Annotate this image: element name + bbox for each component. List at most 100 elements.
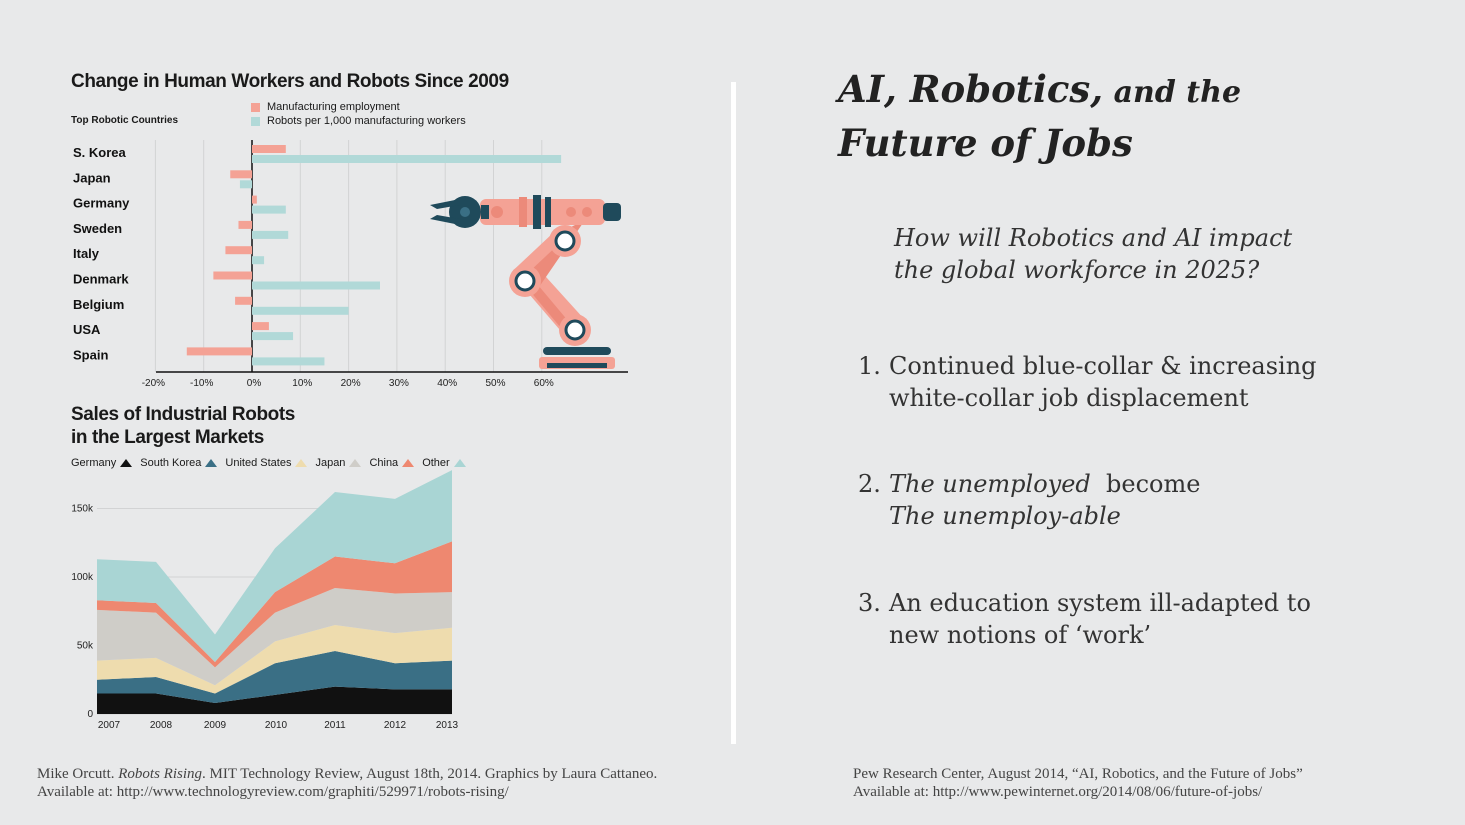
bar-robots-per-1-000-manufacturing-workers-spain (252, 357, 325, 366)
citation-right-line1: Pew Research Center, August 2014, “AI, R… (853, 766, 1303, 782)
point-2-line2: The unemploy-able (889, 502, 1121, 530)
point-1-line2: white-collar job displacement (889, 384, 1249, 412)
citation-left-author: Mike Orcutt. (37, 766, 119, 782)
legend-swatch-china (402, 459, 415, 467)
x-tick-label: 0% (247, 378, 262, 389)
legend-label-robots: Robots per 1,000 manufacturing workers (267, 115, 466, 127)
area-japan (97, 587, 452, 686)
legend-item-employment: Manufacturing employment (251, 101, 466, 113)
chart2-legend: Germany South Korea United States Japan … (71, 457, 474, 469)
citation-right: Pew Research Center, August 2014, “AI, R… (853, 765, 1303, 801)
legend-label-employment: Manufacturing employment (267, 101, 400, 113)
citation-left-line1: Mike Orcutt. Robots Rising. MIT Technolo… (37, 765, 657, 783)
bar-robots-per-1-000-manufacturing-workers-denmark (252, 281, 380, 290)
x-tick-label: 60% (534, 378, 554, 389)
chart2-title-line2: in the Largest Markets (71, 427, 264, 448)
x-tick-label: 2010 (265, 720, 288, 731)
category-label-sweden: Sweden (73, 221, 122, 236)
bar-manufacturing-employment-japan (230, 170, 252, 179)
point-1-line1: Continued blue-collar & increasing (889, 352, 1317, 380)
legend-label-china: China (369, 457, 399, 469)
point-1-number: 1. (858, 352, 881, 380)
point-3-text: An education system ill-adapted to new n… (889, 587, 1311, 651)
category-label-germany: Germany (73, 196, 130, 211)
legend-label-germany: Germany (71, 457, 117, 469)
category-label-usa: USA (73, 322, 101, 337)
bar-robots-per-1-000-manufacturing-workers-s-korea (252, 155, 562, 163)
bar-manufacturing-employment-belgium (235, 296, 252, 305)
bar-manufacturing-employment-denmark (213, 271, 252, 280)
x-tick-label: 30% (389, 378, 409, 389)
human-workers-robots-bar-chart: -20% -10% 0% 10% 20% 30% 40% 50% 60% S. Korea Japa… (73, 140, 628, 389)
bar-robots-per-1-000-manufacturing-workers-belgium (252, 306, 349, 315)
legend-label-south-korea: South Korea (140, 457, 202, 469)
legend-swatch-other (453, 459, 466, 467)
slide-question: How will Robotics and AI impact the glob… (894, 222, 1292, 286)
x-tick-label: -10% (190, 378, 213, 389)
citation-left-line2: Available at: http://www.technologyrevie… (37, 784, 509, 800)
bar-robots-per-1-000-manufacturing-workers-germany (252, 205, 286, 214)
x-tick-label: 40% (437, 378, 457, 389)
chart1-subtitle: Top Robotic Countries (71, 115, 179, 126)
bar-robots-per-1-000-manufacturing-workers-usa (252, 332, 294, 341)
legend-label-other: Other (422, 457, 450, 469)
legend-label-united-states: United States (225, 457, 292, 469)
bar-robots-per-1-000-manufacturing-workers-sweden (252, 230, 289, 239)
citation-left-rest: . MIT Technology Review, August 18th, 20… (202, 766, 658, 782)
legend-label-japan: Japan (315, 457, 346, 469)
legend-item-japan: Japan (315, 457, 362, 469)
point-2-rest: become (1098, 470, 1201, 498)
x-tick-label: 2009 (204, 720, 227, 731)
robot-arm-icon (430, 195, 621, 369)
bar-manufacturing-employment-usa (252, 322, 269, 331)
point-3-number: 3. (858, 589, 881, 617)
slide-title-line1: AI, Robotics, and the (838, 66, 1241, 120)
citation-left-work: Robots Rising (118, 766, 202, 782)
question-line2: the global workforce in 2025? (894, 256, 1260, 284)
bar-manufacturing-employment-sweden (238, 220, 252, 229)
category-label-denmark: Denmark (73, 272, 129, 287)
legend-item-germany: Germany (71, 457, 133, 469)
chart1-title: Change in Human Workers and Robots Since… (71, 71, 509, 92)
slide-title-small: and the (1103, 75, 1242, 110)
legend-swatch-robots (251, 116, 260, 126)
x-tick-label: 10% (292, 378, 312, 389)
legend-item-other: Other (422, 457, 466, 469)
area-united-states (97, 624, 452, 694)
point-2-italic: The unemployed (889, 470, 1099, 498)
citation-left: Mike Orcutt. Robots Rising. MIT Technolo… (37, 765, 657, 801)
bar-robots-per-1-000-manufacturing-workers-italy (252, 256, 265, 265)
category-label-japan: Japan (73, 170, 111, 185)
category-label-s-korea: S. Korea (73, 145, 127, 160)
slide-title: AI, Robotics, and the Future of Jobs (838, 66, 1241, 166)
legend-item-united-states: United States (225, 457, 308, 469)
point-2-line1: The unemployed become (889, 468, 1200, 500)
x-tick-label: 2007 (98, 720, 121, 731)
legend-swatch-south-korea (205, 459, 218, 467)
y-tick-label: 100k (71, 572, 94, 583)
point-3-line2: new notions of ‘work’ (889, 621, 1152, 649)
chart2-title: Sales of Industrial Robots in the Larges… (71, 403, 295, 449)
x-tick-label: 2008 (150, 720, 173, 731)
y-tick-label: 0 (87, 709, 93, 720)
category-label-italy: Italy (73, 246, 100, 261)
bar-manufacturing-employment-germany (252, 195, 257, 204)
point-2: 2. The unemployed become The unemploy-ab… (858, 468, 1200, 532)
legend-swatch-japan (349, 459, 362, 467)
point-1-text: Continued blue-collar & increasing white… (889, 350, 1317, 414)
y-tick-label: 50k (77, 641, 94, 652)
x-tick-label: 20% (341, 378, 361, 389)
vertical-divider (731, 82, 736, 744)
x-tick-label: 50% (485, 378, 505, 389)
slide-title-line2: Future of Jobs (838, 121, 1133, 165)
legend-item-robots: Robots per 1,000 manufacturing workers (251, 115, 466, 127)
area-germany (97, 686, 452, 714)
area-other (97, 470, 452, 662)
x-tick-label: -20% (142, 378, 165, 389)
legend-item-china: China (369, 457, 415, 469)
bar-manufacturing-employment-spain (186, 347, 252, 356)
category-label-belgium: Belgium (73, 297, 124, 312)
question-line1: How will Robotics and AI impact (894, 224, 1293, 252)
y-tick-label: 150k (71, 504, 94, 515)
point-2-text: The unemployed become The unemploy-able (889, 468, 1200, 532)
